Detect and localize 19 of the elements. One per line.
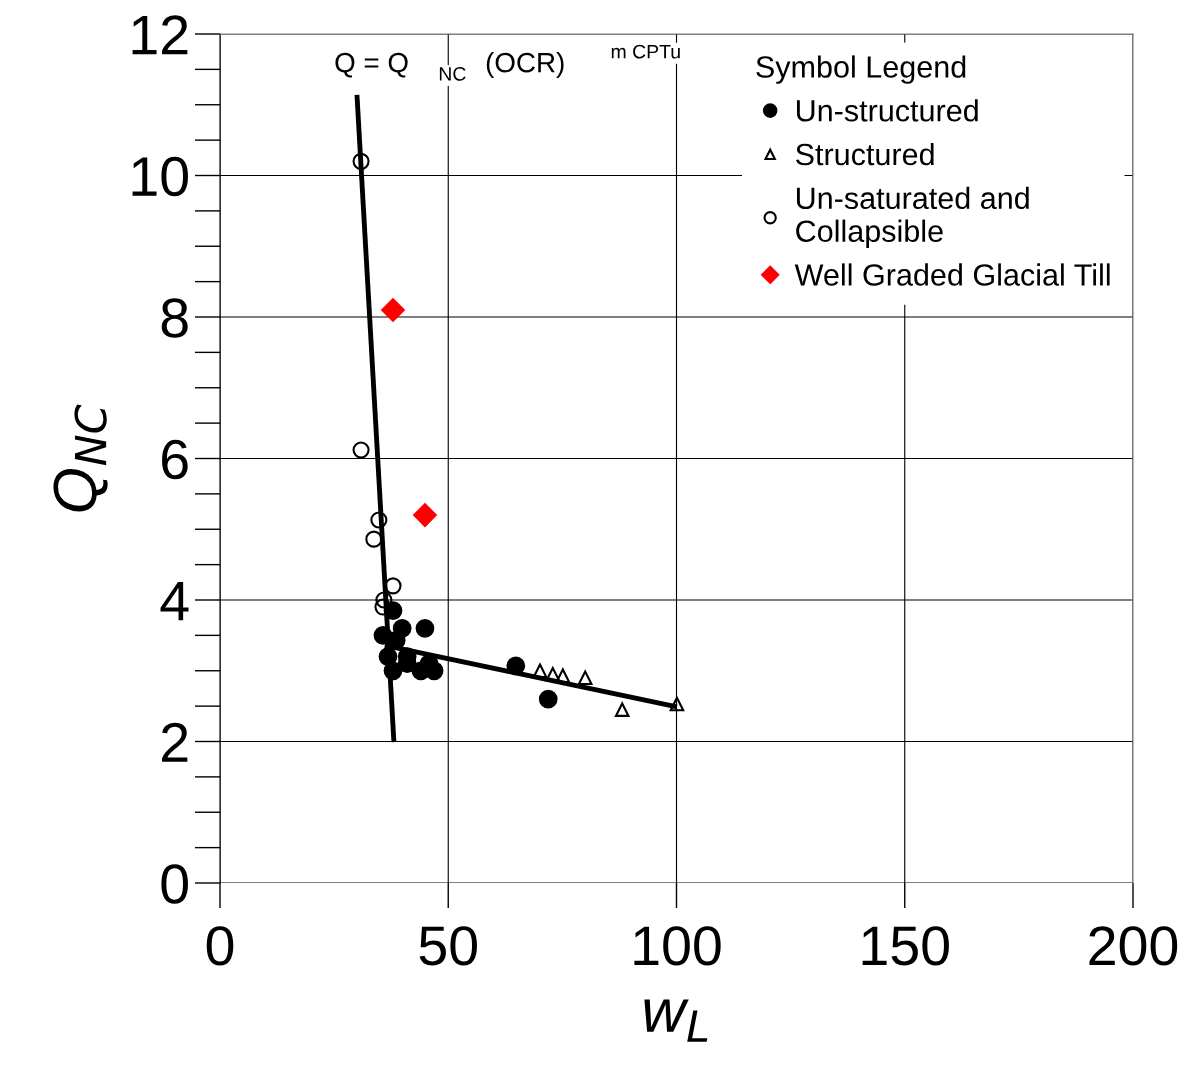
y-tick-label: 10 <box>132 156 188 197</box>
x-tick-label: 150 <box>862 926 949 966</box>
x-tick-label: 50 <box>419 926 477 966</box>
y-tick-label: 12 <box>132 15 188 55</box>
legend-label: Un-saturated and Collapsible <box>796 186 1029 249</box>
y-tick-label: 6 <box>162 439 188 480</box>
y-tick-label: 2 <box>162 722 188 762</box>
x-axis-title: w$_{L}$ <box>644 999 708 1042</box>
x-tick-label: 200 <box>1089 926 1178 966</box>
x-tick-label: 0 <box>206 926 234 966</box>
y-axis-title: Q$_{NC}$ <box>53 404 108 512</box>
y-tick-label: 4 <box>160 581 189 621</box>
legend-title: Symbol Legend <box>756 55 966 84</box>
legend-label: Un-structured <box>796 99 978 122</box>
x-tick-label: 100 <box>634 926 721 966</box>
y-tick-label: 8 <box>161 298 188 338</box>
y-tick-label: 0 <box>161 864 188 904</box>
legend-label: Well Graded Glacial Till <box>794 263 1110 286</box>
legend-label: Structured <box>796 142 934 166</box>
